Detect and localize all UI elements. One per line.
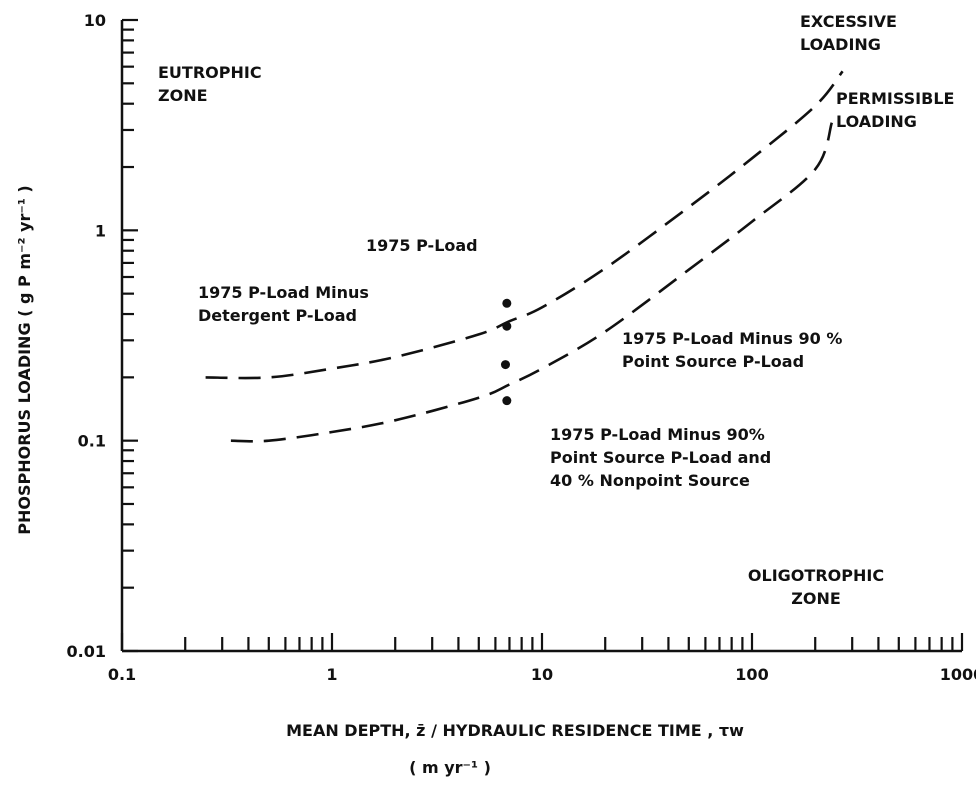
annotation-minus-point90: 1975 P-Load Minus 90 % bbox=[622, 329, 842, 348]
annotation-eutrophic: ZONE bbox=[158, 86, 208, 105]
annotation-permissible: PERMISSIBLE bbox=[836, 89, 954, 108]
annotation-minus-point-nonpoint: Point Source P-Load and bbox=[550, 448, 771, 467]
annotation-excessive: LOADING bbox=[800, 35, 881, 54]
x-tick-label: 1 bbox=[326, 665, 337, 684]
y-tick-label: 0.1 bbox=[78, 432, 106, 451]
y-tick-label: 0.01 bbox=[67, 642, 106, 661]
x-axis-label: MEAN DEPTH, z̄ / HYDRAULIC RESIDENCE TIM… bbox=[286, 721, 744, 740]
series-line-permissible bbox=[230, 122, 834, 443]
annotation-permissible: LOADING bbox=[836, 112, 917, 131]
annotation-minus-detergent: 1975 P-Load Minus bbox=[198, 283, 369, 302]
ticks bbox=[120, 18, 964, 653]
x-tick-label: 10 bbox=[531, 665, 553, 684]
series-line-excessive bbox=[205, 70, 844, 380]
x-axis-units: ( m yr⁻¹ ) bbox=[409, 758, 491, 777]
data-point bbox=[502, 321, 512, 331]
annotation-eutrophic: EUTROPHIC bbox=[158, 63, 262, 82]
x-tick-label: 0.1 bbox=[108, 665, 136, 684]
y-tick-label: 1 bbox=[95, 221, 106, 240]
chart-text: 0.111010010000.010.1110EUTROPHICZONEOLIG… bbox=[15, 11, 976, 777]
data-point bbox=[502, 396, 512, 406]
annotation-minus-point-nonpoint: 1975 P-Load Minus 90% bbox=[550, 425, 765, 444]
y-axis-label: PHOSPHORUS LOADING ( g P m⁻² yr⁻¹ ) bbox=[15, 185, 34, 534]
annotation-minus-detergent: Detergent P-Load bbox=[198, 306, 357, 325]
annotation-oligotrophic: ZONE bbox=[791, 589, 841, 608]
data-points bbox=[500, 298, 512, 406]
annotation-minus-point90: Point Source P-Load bbox=[622, 352, 804, 371]
data-point bbox=[502, 298, 512, 308]
annotation-minus-point-nonpoint: 40 % Nonpoint Source bbox=[550, 471, 750, 490]
y-tick-label: 10 bbox=[84, 11, 106, 30]
x-tick-label: 100 bbox=[735, 665, 768, 684]
series-lines bbox=[205, 70, 844, 443]
annotation-p1975: 1975 P-Load bbox=[366, 236, 478, 255]
annotation-oligotrophic: OLIGOTROPHIC bbox=[748, 566, 884, 585]
annotation-excessive: EXCESSIVE bbox=[800, 12, 897, 31]
data-point bbox=[500, 360, 510, 370]
